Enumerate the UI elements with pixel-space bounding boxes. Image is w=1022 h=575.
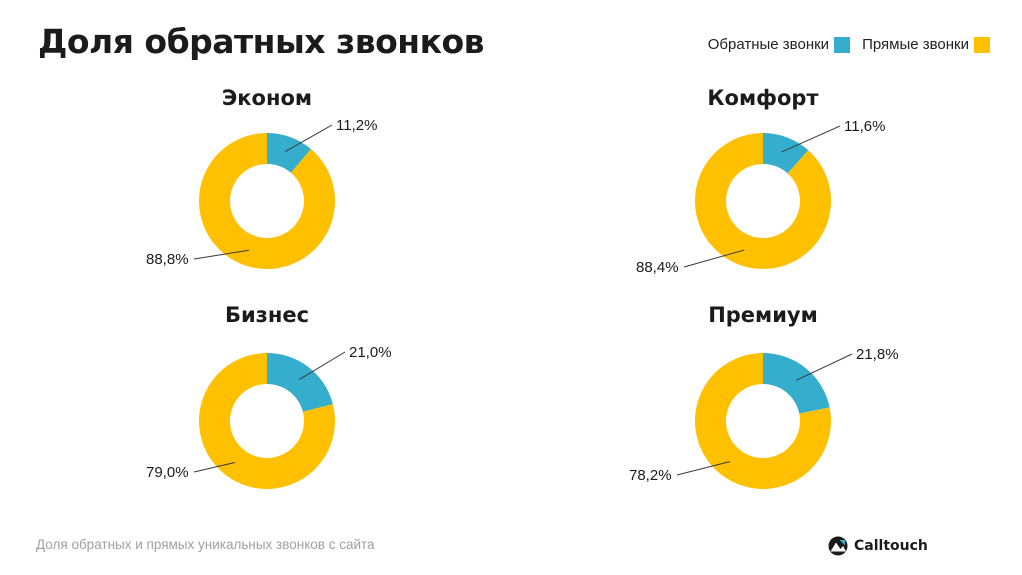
data-label-callback: 11,2%	[336, 117, 377, 134]
donut-chart-4: Премиум 21,8% 78,2%	[629, 303, 899, 489]
donut-slice-direct	[694, 353, 831, 489]
chart-title: Премиум	[708, 303, 818, 327]
donut-chart-2: Комфорт 11,6% 88,4%	[636, 86, 885, 276]
page-title: Доля обратных звонков	[38, 22, 485, 61]
data-label-direct: 78,2%	[629, 467, 672, 484]
brand-logo: Calltouch	[828, 536, 928, 556]
legend-swatch-direct	[974, 36, 990, 53]
leader-line-callback	[795, 353, 853, 381]
calltouch-logo-icon	[828, 536, 848, 556]
chart-title: Комфорт	[707, 86, 819, 110]
footer-note: Доля обратных и прямых уникальных звонко…	[36, 537, 375, 552]
legend-label-direct: Прямые звонки	[862, 36, 969, 53]
legend-item-direct: Прямые звонки	[862, 36, 990, 53]
chart-title: Эконом	[222, 86, 312, 110]
leader-line-direct	[193, 249, 249, 260]
legend-item-callback: Обратные звонки	[707, 36, 851, 53]
donut-slice-callback	[763, 133, 809, 174]
leader-line-direct	[193, 461, 235, 473]
legend-swatch-callback	[834, 36, 851, 53]
donut-slice-direct	[199, 133, 335, 269]
leader-line-callback	[284, 124, 333, 153]
leader-line-callback	[298, 351, 346, 380]
chart-title: Бизнес	[225, 303, 309, 327]
chart-legend: Обратные звонки Прямые звонки	[696, 36, 990, 53]
data-label-callback: 11,6%	[844, 118, 885, 135]
donut-slice-callback	[763, 353, 830, 414]
leader-line-callback	[781, 125, 841, 153]
data-label-direct: 88,8%	[146, 251, 189, 268]
data-label-direct: 88,4%	[636, 259, 679, 276]
data-label-direct: 79,0%	[146, 464, 189, 481]
data-label-callback: 21,8%	[856, 346, 899, 363]
donut-slice-direct	[695, 133, 831, 269]
leader-line-direct	[676, 461, 730, 476]
brand-name: Calltouch	[854, 538, 928, 554]
donut-slice-direct	[199, 353, 336, 489]
leader-line-direct	[683, 249, 745, 268]
legend-label-callback: Обратные звонки	[707, 36, 830, 53]
donut-chart-3: Бизнес 21,0% 79,0%	[146, 303, 392, 489]
donut-chart-1: Эконом 11,2% 88,8%	[146, 86, 377, 269]
data-label-callback: 21,0%	[349, 344, 392, 361]
donut-slice-callback	[267, 353, 333, 412]
